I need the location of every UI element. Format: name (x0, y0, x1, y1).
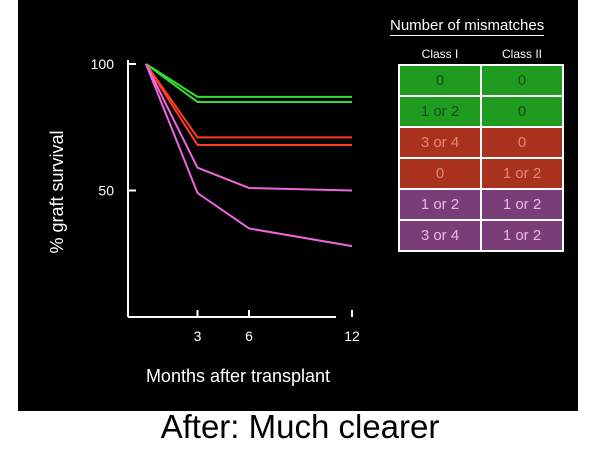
legend-cell-class2: 0 (480, 126, 564, 159)
x-tick-label-12: 12 (344, 328, 360, 344)
legend-cell-class2: 0 (480, 95, 564, 128)
chart: 3 6 12 50 100 Months after transplant % graf… (47, 56, 360, 386)
legend-cell-class2: 1 or 2 (480, 157, 564, 190)
legend-cell-class1: 3 or 4 (398, 219, 482, 252)
legend-cell-class1: 1 or 2 (398, 95, 482, 128)
legend-cell-class1: 0 (398, 157, 482, 190)
legend-header-class1: Class I (421, 47, 459, 61)
legend-header-row: Class I Class II (399, 44, 563, 65)
y-tick-label-100: 100 (91, 56, 115, 72)
legend-cell-class1: 3 or 4 (398, 126, 482, 159)
x-tick-label-6: 6 (245, 328, 253, 344)
legend-cell-class2: 1 or 2 (480, 219, 564, 252)
y-tick-label-50: 50 (98, 183, 114, 199)
chart-panel: 3 6 12 50 100 Months after transplant % graf… (18, 0, 578, 411)
legend-cell-class1: 1 or 2 (398, 188, 482, 221)
series-line-3 (145, 63, 352, 139)
legend-title: Number of mismatches (390, 17, 545, 36)
series-line-2 (145, 63, 352, 103)
series-line-1 (145, 63, 352, 98)
legend-cell-class2: 1 or 2 (480, 188, 564, 221)
y-axis-label: % graft survival (47, 130, 67, 253)
series-line-6 (145, 63, 353, 248)
legend-cell-class2: 0 (480, 64, 564, 97)
x-tick-label-3: 3 (194, 328, 202, 344)
legend-header-class2: Class II (501, 47, 542, 61)
series-line-5 (145, 63, 353, 192)
series-line-4 (145, 63, 352, 146)
slide-caption: After: Much clearer (160, 408, 440, 445)
legend-cell-class1: 0 (398, 64, 482, 97)
x-axis-label: Months after transplant (146, 366, 330, 386)
